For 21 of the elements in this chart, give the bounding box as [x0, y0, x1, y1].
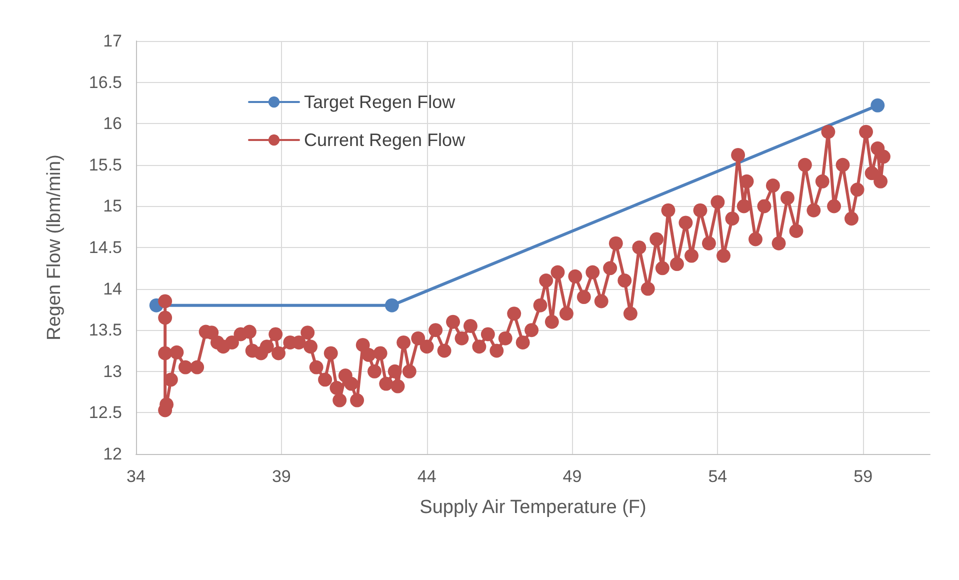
- x-tick-label: 54: [708, 467, 728, 486]
- y-axis-title: Regen Flow (lbm/min): [44, 154, 65, 340]
- y-tick-label: 15.5: [88, 155, 122, 174]
- y-tick-label: 13.5: [88, 320, 122, 340]
- y-tick-label: 12: [103, 444, 122, 464]
- y-tick-label: 14.5: [88, 238, 122, 257]
- x-axis-title: Supply Air Temperature (F): [420, 497, 646, 518]
- y-tick-label: 16: [103, 114, 122, 134]
- y-tick-label: 15: [103, 196, 122, 216]
- y-tick-label: 16.5: [88, 72, 122, 92]
- x-tick-label: 49: [562, 467, 582, 486]
- x-tick-label: 44: [417, 467, 436, 486]
- y-tick-label: 14: [103, 279, 122, 298]
- x-tick-label: 34: [126, 467, 146, 486]
- y-tick-label: 17: [103, 32, 122, 50]
- x-tick-label: 39: [272, 467, 291, 486]
- y-tick-label: 12.5: [88, 403, 122, 422]
- legend-label: Target Regen Flow: [304, 92, 456, 112]
- legend-label: Current Regen Flow: [304, 130, 466, 150]
- x-tick-label: 59: [854, 467, 873, 486]
- y-tick-label: 13: [103, 362, 122, 381]
